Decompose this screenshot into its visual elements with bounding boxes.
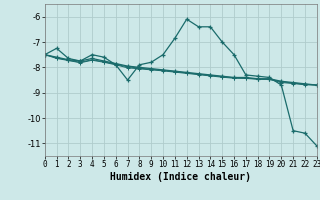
X-axis label: Humidex (Indice chaleur): Humidex (Indice chaleur): [110, 172, 251, 182]
